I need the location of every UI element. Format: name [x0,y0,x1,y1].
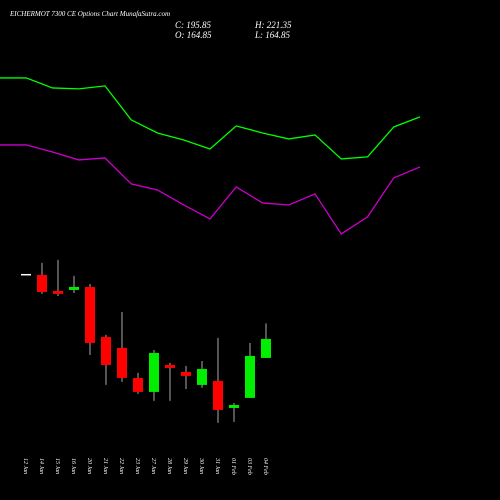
x-tick-label: 03 Feb [246,458,252,475]
candle-body [37,274,47,292]
x-tick-label: 20 Jan [86,458,92,474]
x-tick-label: 29 Jan [182,458,188,474]
x-tick-label: 12 Jan [22,458,28,474]
x-tick-label: 14 Jan [38,458,45,474]
candle-body [69,286,79,290]
stat: C: 195.85 [175,20,212,30]
x-tick-label: 01 Feb [230,458,236,475]
stat: O: 164.85 [175,30,212,40]
indicator-line [0,144,421,235]
stat: H: 221.35 [254,20,292,30]
x-tick-label: 21 Jan [102,458,108,474]
x-tick-label: 16 Jan [70,458,76,474]
stat: L: 164.85 [254,30,291,40]
candle-body [117,347,127,378]
chart-title: EICHERMOT 7300 CE Options Chart MunafaSu… [9,10,170,18]
candle-body [101,336,111,365]
candle-body [261,338,271,358]
x-tick-label: 28 Jan [166,458,172,474]
candle-body [149,352,159,392]
x-tick-label: 04 Feb [262,458,269,475]
candle-body [197,368,207,385]
x-tick-label: 22 Jan [118,458,124,474]
candle-body [165,364,175,368]
x-tick-label: 15 Jan [54,458,60,474]
candle-body [181,371,191,376]
candle-body [133,377,143,392]
candle-body [53,290,63,294]
x-tick-label: 23 Jan [134,458,140,474]
candle-body [229,404,239,408]
indicator-line [0,77,421,160]
candle-body [85,286,95,343]
candle-body [213,380,223,410]
x-tick-label: 27 Jan [150,458,156,474]
x-tick-label: 30 Jan [198,457,204,474]
candle-body [21,273,31,276]
candle-body [245,355,255,398]
x-tick-label: 31 Jan [214,457,220,474]
